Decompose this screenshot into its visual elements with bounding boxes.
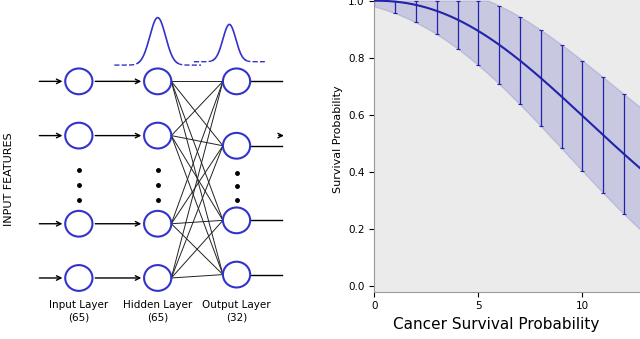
Text: Output Layer
(32): Output Layer (32) <box>202 300 271 322</box>
Y-axis label: Survival Probability: Survival Probability <box>333 85 342 193</box>
Text: INPUT FEATURES: INPUT FEATURES <box>4 133 14 226</box>
Text: Input Layer
(65): Input Layer (65) <box>49 300 108 322</box>
Text: Hidden Layer
(65): Hidden Layer (65) <box>123 300 193 322</box>
Text: Cancer Survival Probability: Cancer Survival Probability <box>393 317 599 332</box>
